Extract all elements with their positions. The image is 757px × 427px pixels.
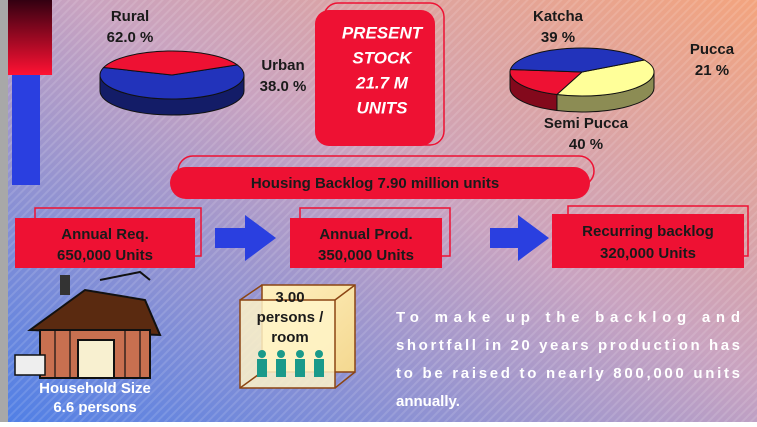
pie-value-label: 21 % xyxy=(695,62,729,79)
pie-value-label: 39 % xyxy=(541,29,575,46)
flow-text: 350,000 Units xyxy=(318,247,414,264)
side-bar xyxy=(12,75,40,185)
stock-text: 21.7 M xyxy=(355,73,409,92)
room-text: 3.00 xyxy=(275,289,304,306)
stock-text: UNITS xyxy=(357,98,409,117)
pie-label: Katcha xyxy=(533,8,584,25)
flow-text: Annual Prod. xyxy=(319,226,412,243)
pie-label: Pucca xyxy=(690,41,735,58)
slide: PRESENT STOCK 21.7 M UNITS Housing Backl… xyxy=(0,0,757,422)
side-strip xyxy=(0,0,8,422)
flow-text: 320,000 Units xyxy=(600,245,696,262)
room-text: room xyxy=(271,329,309,346)
flow-text: 650,000 Units xyxy=(57,247,153,264)
pie-label: Semi Pucca xyxy=(544,115,629,132)
stock-text: PRESENT xyxy=(342,23,424,42)
side-bar xyxy=(8,0,52,75)
note-text: to be raised to nearly 800,000 units xyxy=(396,365,740,382)
pie-label: Urban xyxy=(261,57,304,74)
pie-label: Rural xyxy=(111,8,149,25)
household-text: Household Size xyxy=(39,380,151,397)
pie-value-label: 38.0 % xyxy=(260,78,307,95)
flow-text: Recurring backlog xyxy=(582,223,714,240)
pie-value-label: 40 % xyxy=(569,136,603,153)
flow-text: Annual Req. xyxy=(61,226,149,243)
pie-value-label: 62.0 % xyxy=(107,29,154,46)
note-text: annually. xyxy=(396,393,460,410)
household-text: 6.6 persons xyxy=(53,399,136,416)
room-text: persons / xyxy=(257,309,325,326)
backlog-text: Housing Backlog 7.90 million units xyxy=(251,175,499,192)
stock-text: STOCK xyxy=(352,48,413,67)
